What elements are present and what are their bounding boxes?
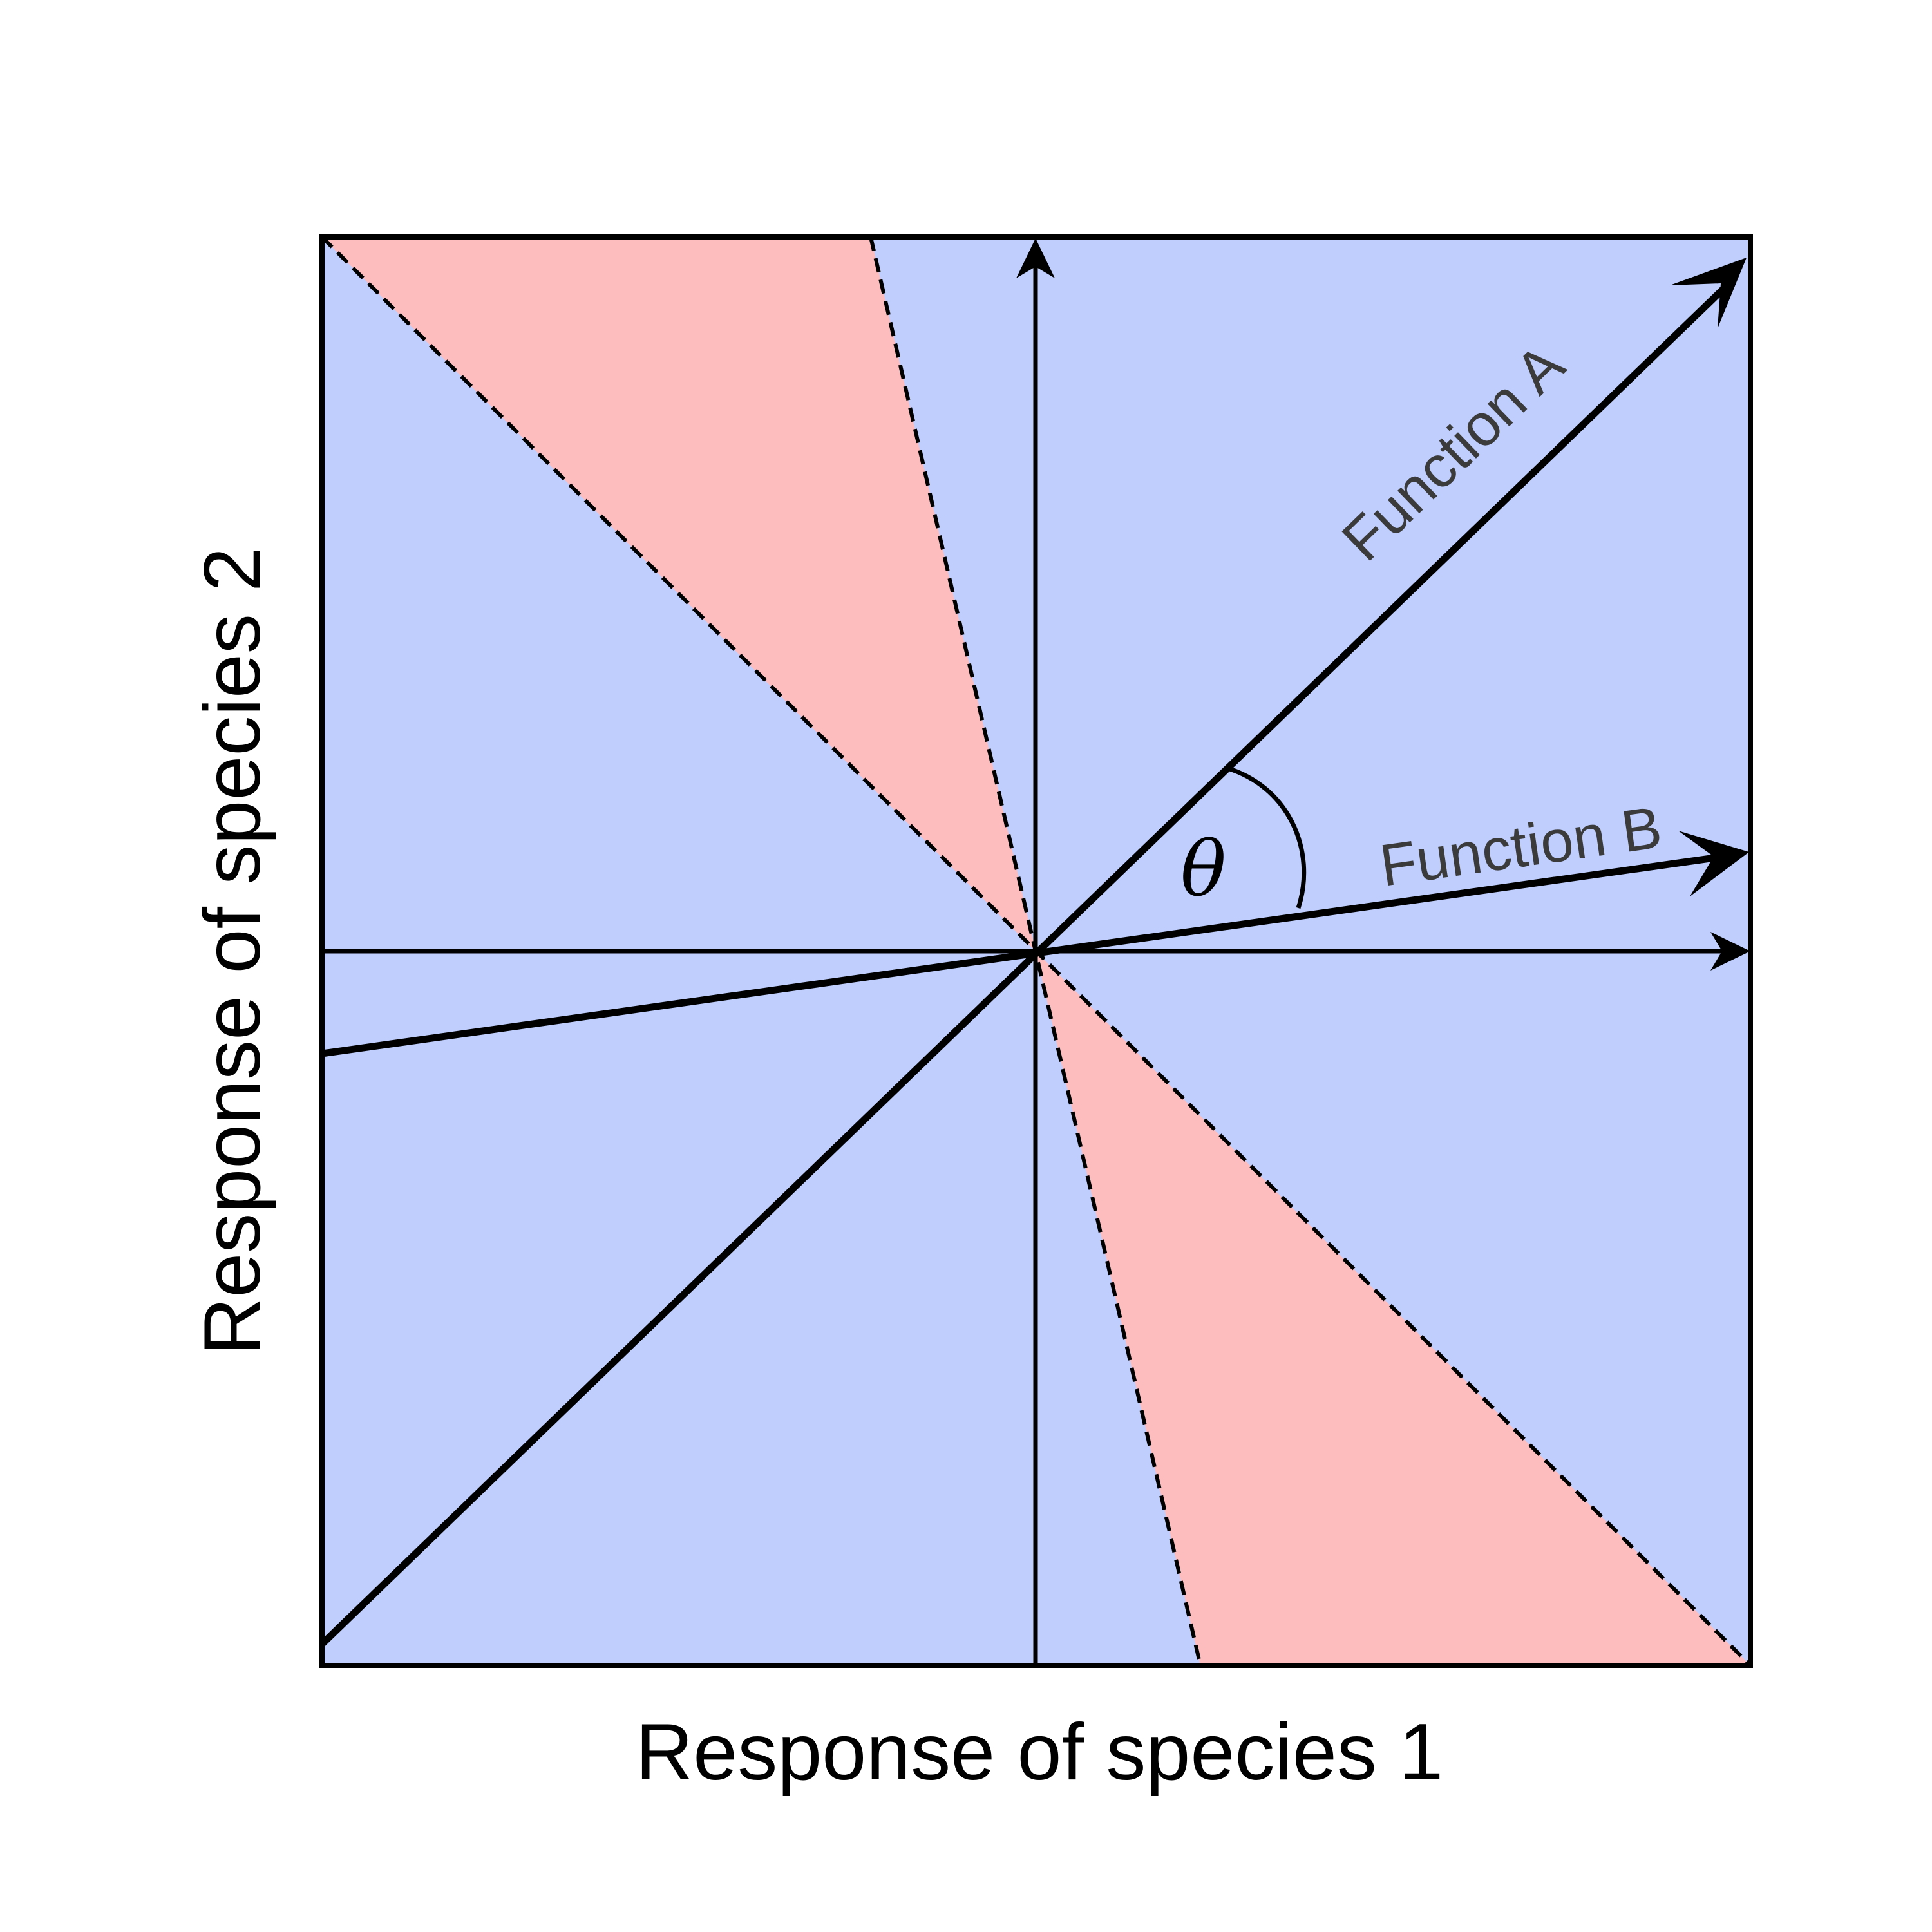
- angle-arc: [1225, 765, 1307, 909]
- y-axis-title: Response of species 2: [188, 547, 277, 1356]
- function-a-line: [322, 279, 1734, 1647]
- function-b-line: [322, 853, 1720, 1057]
- function-b-arrowhead: [1678, 831, 1749, 896]
- horizontal-axis-arrowhead: [1710, 932, 1750, 971]
- vertical-axis-arrowhead: [1016, 238, 1055, 278]
- function-a-arrowhead: [1670, 258, 1747, 328]
- angle-theta-label: θ: [1180, 824, 1226, 913]
- x-axis-title: Response of species 1: [636, 1708, 1444, 1797]
